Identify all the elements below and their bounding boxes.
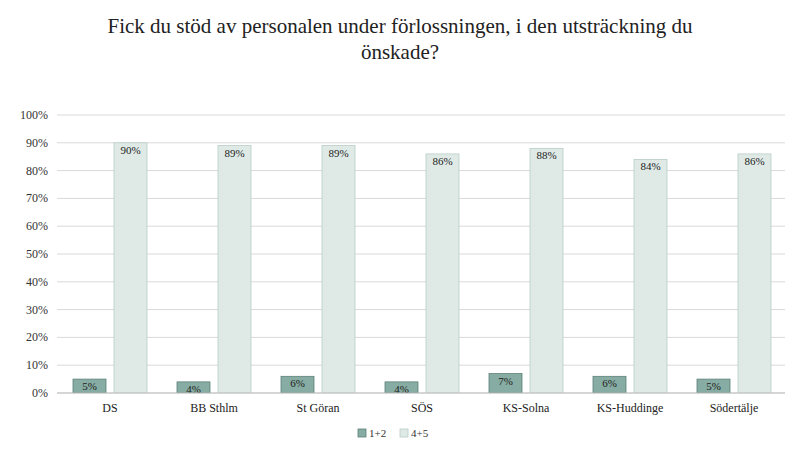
bars <box>73 143 771 393</box>
data-label: 86% <box>432 155 452 167</box>
data-label: 7% <box>498 375 513 387</box>
grid-line <box>57 115 785 116</box>
legend-label: 1+2 <box>369 427 386 439</box>
x-tick-label: DS <box>102 401 117 415</box>
grid-line <box>57 365 785 366</box>
data-label: 88% <box>536 149 556 161</box>
bar <box>697 379 730 393</box>
grid-line <box>57 337 785 338</box>
x-tick-label: KS-Huddinge <box>597 401 664 415</box>
grid-line <box>57 198 785 199</box>
grid-line <box>57 254 785 255</box>
x-axis-line <box>57 393 785 394</box>
bar <box>489 374 522 393</box>
grid-line <box>57 393 785 394</box>
data-label: 5% <box>706 380 721 392</box>
y-tick-label: 60% <box>26 219 48 233</box>
title-line: Fick du stöd av personalen under förloss… <box>108 14 693 38</box>
bar <box>114 143 147 393</box>
chart: Fick du stöd av personalen under förloss… <box>0 0 800 463</box>
x-tick-label: Södertälje <box>710 401 759 415</box>
legend-swatch <box>358 429 366 437</box>
grid-line <box>57 142 785 143</box>
legend-label: 4+5 <box>411 427 429 439</box>
data-label: 90% <box>120 144 140 156</box>
grid-line <box>57 170 785 171</box>
data-label: 6% <box>290 377 305 389</box>
y-tick-label: 30% <box>26 303 48 317</box>
data-label: 89% <box>224 147 244 159</box>
bar <box>426 154 459 393</box>
y-tick-label: 10% <box>26 358 48 372</box>
bar <box>530 148 563 393</box>
y-tick-label: 50% <box>26 247 48 261</box>
y-tick-label: 0% <box>32 386 48 400</box>
bar <box>73 379 106 393</box>
x-tick-label: SÖS <box>411 401 433 415</box>
grid-line <box>57 309 785 310</box>
y-tick-label: 40% <box>26 275 48 289</box>
grid-line <box>57 226 785 227</box>
x-tick-label: St Göran <box>297 401 340 415</box>
bar <box>738 154 771 393</box>
title-line: önskade? <box>361 40 439 64</box>
x-tick-label: BB Sthlm <box>190 401 238 415</box>
bar <box>218 146 251 393</box>
bar <box>281 376 314 393</box>
y-tick-label: 80% <box>26 164 48 178</box>
data-label: 5% <box>82 380 97 392</box>
y-tick-label: 70% <box>26 191 48 205</box>
legend-swatch <box>400 429 408 437</box>
y-tick-label: 90% <box>26 136 48 150</box>
data-label: 86% <box>744 155 764 167</box>
data-label: 6% <box>602 377 617 389</box>
grid <box>57 115 785 393</box>
chart-title: Fick du stöd av personalen under förloss… <box>108 14 693 64</box>
y-tick-label: 100% <box>20 108 48 122</box>
data-label: 89% <box>328 147 348 159</box>
legend: 1+2 4+5 <box>358 427 429 439</box>
background <box>0 0 800 463</box>
bar <box>634 159 667 393</box>
bar <box>593 376 626 393</box>
bar <box>322 146 355 393</box>
grid-line <box>57 281 785 282</box>
y-tick-label: 20% <box>26 330 48 344</box>
data-label: 84% <box>640 160 660 172</box>
data-labels: 5%4%6%4%7%6%5%90%89%89%86%88%84%86% <box>82 144 764 395</box>
x-tick-label: KS-Solna <box>503 401 550 415</box>
